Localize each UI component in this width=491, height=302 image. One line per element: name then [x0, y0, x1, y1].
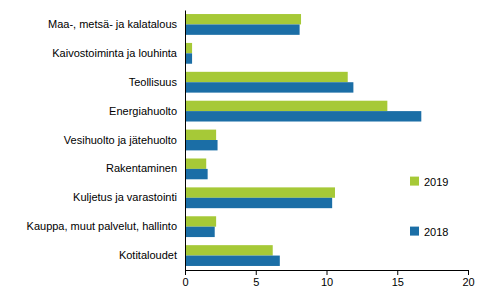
legend-swatch [410, 227, 419, 236]
tick-label: Vesihuolto ja jätehuolto [64, 134, 177, 146]
tick: 20 [462, 270, 474, 288]
tick: Kaivostoiminta ja louhinta [52, 47, 185, 59]
bar [185, 158, 206, 168]
bar [185, 43, 192, 53]
bar [185, 227, 215, 237]
bar [185, 169, 208, 179]
bars [185, 14, 421, 266]
tick-label: Teollisuus [129, 76, 178, 88]
axis-line [185, 11, 186, 271]
bar [185, 72, 348, 82]
tick: Maa-, metsä- ja kalatalous [48, 18, 185, 30]
bar [185, 111, 421, 121]
series [185, 24, 421, 266]
bar [185, 82, 353, 92]
bar [185, 24, 300, 34]
tick-mark [397, 270, 398, 275]
bar [185, 140, 218, 150]
chart: 0 5 10 15 20 Maa-, metsä- ja kalatalous Kaivos… [0, 0, 491, 302]
tick-label: Kotitaloudet [119, 249, 177, 261]
tick: 15 [392, 270, 404, 288]
tick-label: Rakentaminen [106, 162, 177, 174]
tick-label: Kauppa, muut palvelut, hallinto [27, 220, 177, 232]
tick: Energiahuolto [109, 105, 185, 117]
x-axis: 0 5 10 15 20 [182, 270, 474, 288]
tick-label: 0 [182, 276, 188, 288]
legend-item: 2019 [410, 176, 448, 188]
tick: 5 [253, 270, 259, 288]
bar [185, 187, 335, 197]
bar [185, 14, 301, 24]
legend-swatch [410, 177, 419, 186]
axis-line [186, 271, 469, 276]
tick-mark [256, 270, 257, 275]
tick-mark [468, 270, 469, 275]
bar [185, 198, 332, 208]
tick-label: 15 [392, 276, 404, 288]
bar [185, 101, 387, 111]
tick-label: 20 [462, 276, 474, 288]
legend-item: 2018 [410, 226, 448, 238]
y-axis: Maa-, metsä- ja kalatalous Kaivostoiminta… [27, 11, 186, 271]
tick-label: Kaivostoiminta ja louhinta [52, 47, 178, 59]
tick: Kuljetus ja varastointi [73, 191, 185, 203]
legend-label: 2019 [424, 176, 448, 188]
tick-label: Kuljetus ja varastointi [73, 191, 177, 203]
tick: Kauppa, muut palvelut, hallinto [27, 220, 185, 232]
tick-label: 10 [321, 276, 333, 288]
tick: 10 [321, 270, 333, 288]
tick: Kotitaloudet [119, 249, 185, 261]
series [185, 14, 387, 256]
tick-label: Energiahuolto [109, 105, 177, 117]
legend-label: 2018 [424, 226, 448, 238]
bar [185, 130, 216, 140]
bar [185, 245, 273, 255]
tick: Rakentaminen [106, 162, 185, 174]
tick-label: Maa-, metsä- ja kalatalous [48, 18, 177, 30]
legend: 2019 2018 [410, 176, 448, 238]
tick-mark [185, 270, 186, 275]
tick-label: 5 [253, 276, 259, 288]
tick-mark [327, 270, 328, 275]
bar [185, 53, 192, 63]
tick: Vesihuolto ja jätehuolto [64, 134, 185, 146]
tick: Teollisuus [129, 76, 185, 88]
plot: 0 5 10 15 20 Maa-, metsä- ja kalatalous Kaivos… [27, 11, 475, 288]
tick: 0 [182, 270, 188, 288]
bar [185, 216, 216, 226]
bar [185, 256, 280, 266]
